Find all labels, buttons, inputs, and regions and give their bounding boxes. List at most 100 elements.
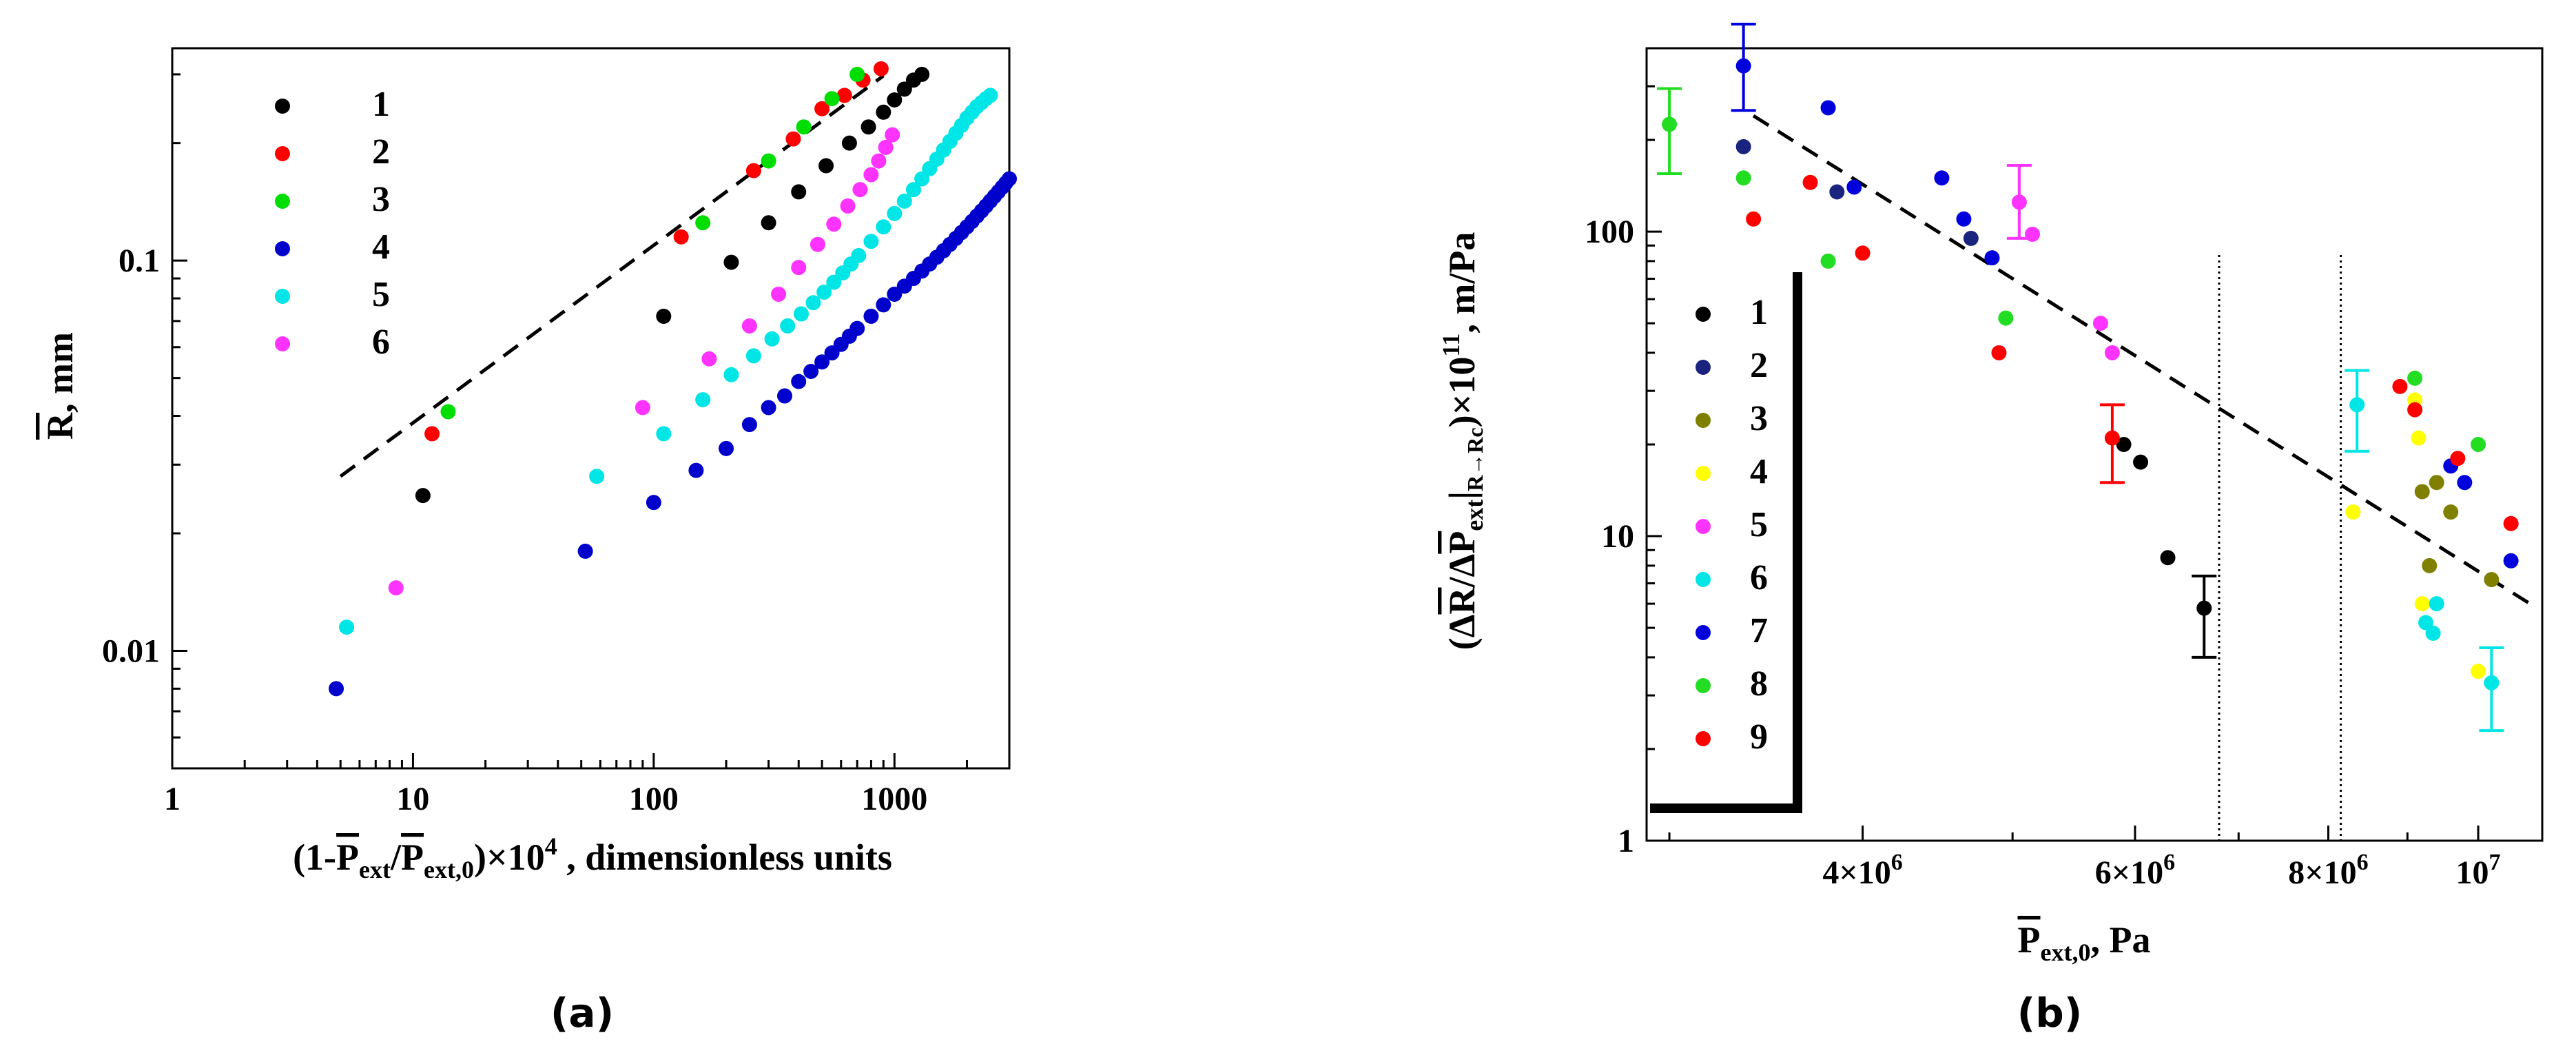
panel-b-x-tick-label: 107 [2456, 850, 2501, 891]
panel-b-legend-label-9: 9 [1750, 717, 1768, 757]
panel-b-x-tick-label: 6×106 [2095, 850, 2175, 891]
panel-b-point-series-7 [1984, 250, 2000, 266]
panel-b-legend-label-7: 7 [1750, 611, 1768, 651]
panel-a-point-series-4 [803, 363, 819, 379]
panel-b-point-series-4 [2411, 430, 2426, 446]
panel-b-point-series-7 [2457, 475, 2473, 491]
panel-a-point-series-5 [905, 182, 921, 198]
panel-b-dotted-vertical-lines [2218, 255, 2342, 841]
panel-a-point-series-5 [780, 318, 796, 334]
panel-a-point-series-4 [646, 495, 661, 511]
panel-a-point-series-4 [876, 297, 892, 313]
panel-a-point-series-3 [695, 215, 711, 231]
panel-b-legend-frame [1650, 272, 1802, 813]
panel-a-point-series-1 [656, 308, 672, 324]
panel-a-point-series-5 [805, 295, 821, 311]
panel-b-legend-label-5: 5 [1750, 505, 1768, 544]
panel-b-point-series-8 [1735, 170, 1751, 186]
panel-a-point-series-4 [791, 373, 807, 389]
panel-a-point-series-2 [745, 163, 761, 178]
panel-a-x-axis-title: (1-Pext/Pext,0)×104 , dimensionless unit… [293, 832, 892, 883]
panel-a-label: (a) [550, 990, 614, 1036]
panel-a-legend-label-4: 4 [372, 227, 390, 267]
panel-b-point-series-3 [2443, 504, 2459, 520]
panel-a-point-series-5 [816, 284, 832, 300]
panel-b-point-series-7 [1846, 179, 1862, 195]
panel-b-legend-label-3: 3 [1750, 399, 1768, 438]
panel-a-point-series-3 [761, 153, 776, 169]
panel-b-legend-marker-1 [1696, 307, 1711, 322]
panel-a-legend-label-2: 2 [372, 132, 390, 172]
panel-a-point-series-2 [836, 88, 852, 103]
panel-b-legend-marker-6 [1696, 572, 1711, 587]
panel-b-legend-label-6: 6 [1750, 558, 1768, 597]
panel-a-point-series-1 [415, 488, 431, 504]
panel-a-point-series-5 [339, 619, 355, 635]
panel-a-point-series-2 [785, 131, 801, 147]
panel-a-plot-frame [171, 47, 1011, 770]
panel-b-legend-marker-4 [1696, 466, 1711, 481]
panel-b-legend-marker-9 [1696, 731, 1711, 746]
panel-b-point-series-1 [2116, 437, 2132, 452]
panel-b-errorbar-point-series-5 [2011, 194, 2027, 210]
panel-a-dashed-reference-line [339, 74, 885, 478]
panel-a-point-series-6 [852, 182, 868, 198]
panel-b-x-tick-label: 4×106 [1822, 850, 1902, 891]
panel-b-legend-marker-3 [1696, 413, 1711, 428]
panel-b-dashed-trend-line [1752, 114, 2531, 606]
panel-b-plot-frame [1645, 47, 2544, 842]
panel-a-x-tick-label: 100 [629, 781, 679, 817]
panel-a-point-series-4 [741, 417, 757, 433]
panel-a-legend-marker-4 [275, 241, 290, 256]
panel-a-legend-label-3: 3 [372, 180, 390, 219]
panel-a-point-series-4 [688, 462, 704, 478]
panel-a-point-series-4 [577, 543, 593, 559]
panel-a-point-series-6 [885, 127, 900, 143]
panel-a-legend: 1 2 3 4 5 6 [275, 85, 390, 362]
panel-b-point-series-2 [1829, 184, 1845, 200]
panel-b-point-series-9 [1746, 211, 1762, 227]
panel-a-point-series-6 [840, 198, 856, 214]
panel-a-point-series-1 [761, 215, 776, 231]
panel-b-point-series-4 [2471, 664, 2486, 679]
panel-a-point-series-3 [824, 91, 840, 107]
panel-b-point-series-9 [2503, 515, 2519, 531]
panel-a-point-series-3 [796, 119, 812, 135]
panel-b-y-tick-label: 10 [1601, 518, 1634, 555]
panel-b-point-series-7 [2503, 553, 2519, 569]
panel-b-point-series-4 [2414, 596, 2430, 612]
panel-a-point-series-5 [745, 348, 761, 364]
panel-a-point-series-6 [826, 216, 842, 232]
panel-b-point-series-3 [2429, 475, 2444, 491]
panel-a-point-series-6 [771, 286, 787, 302]
panel-a-legend-label-5: 5 [372, 275, 390, 314]
panel-a-point-series-5 [826, 274, 842, 290]
panel-b-point-series-6 [2418, 615, 2434, 631]
panel-a-x-tick-label: 1 [164, 781, 181, 817]
panel-a-point-series-5 [656, 426, 672, 442]
panel-b-point-series-3 [2422, 557, 2438, 573]
panel-b-point-series-3 [2414, 484, 2430, 500]
panel-a-legend-marker-1 [275, 99, 290, 114]
panel-a-point-series-6 [388, 580, 404, 596]
panel-a-y-tick-label: 0.01 [102, 633, 160, 670]
panel-a-ylabel-symbol: R [39, 412, 81, 440]
panel-a-point-series-4 [776, 388, 792, 404]
panel-a-point-series-6 [635, 400, 650, 416]
panel-a-point-series-6 [871, 153, 887, 169]
panel-b-errorbar-point-series-6 [2349, 397, 2365, 413]
panel-b-point-series-6 [2425, 625, 2441, 641]
panel-b-point-series-9 [2392, 378, 2408, 394]
panel-b-legend-label-2: 2 [1750, 346, 1768, 385]
panel-b-data-points [1657, 23, 2519, 733]
panel-b-errorbar-point-series-7 [1735, 58, 1751, 74]
panel-b-errorbar-point-series-8 [1662, 116, 1678, 132]
panel-a-point-series-1 [841, 135, 857, 151]
panel-a-point-series-1 [887, 92, 903, 108]
panel-a: 1 10 100 1000 0.01 0.1 1 2 3 4 5 6 R, mm (1-Pext/P… [39, 47, 1017, 1036]
panel-a-ticks: 1 10 100 1000 0.01 0.1 [102, 73, 1011, 817]
panel-b-point-series-2 [1963, 230, 1979, 246]
panel-a-point-series-2 [873, 61, 889, 76]
panel-a-point-series-5 [982, 88, 998, 103]
